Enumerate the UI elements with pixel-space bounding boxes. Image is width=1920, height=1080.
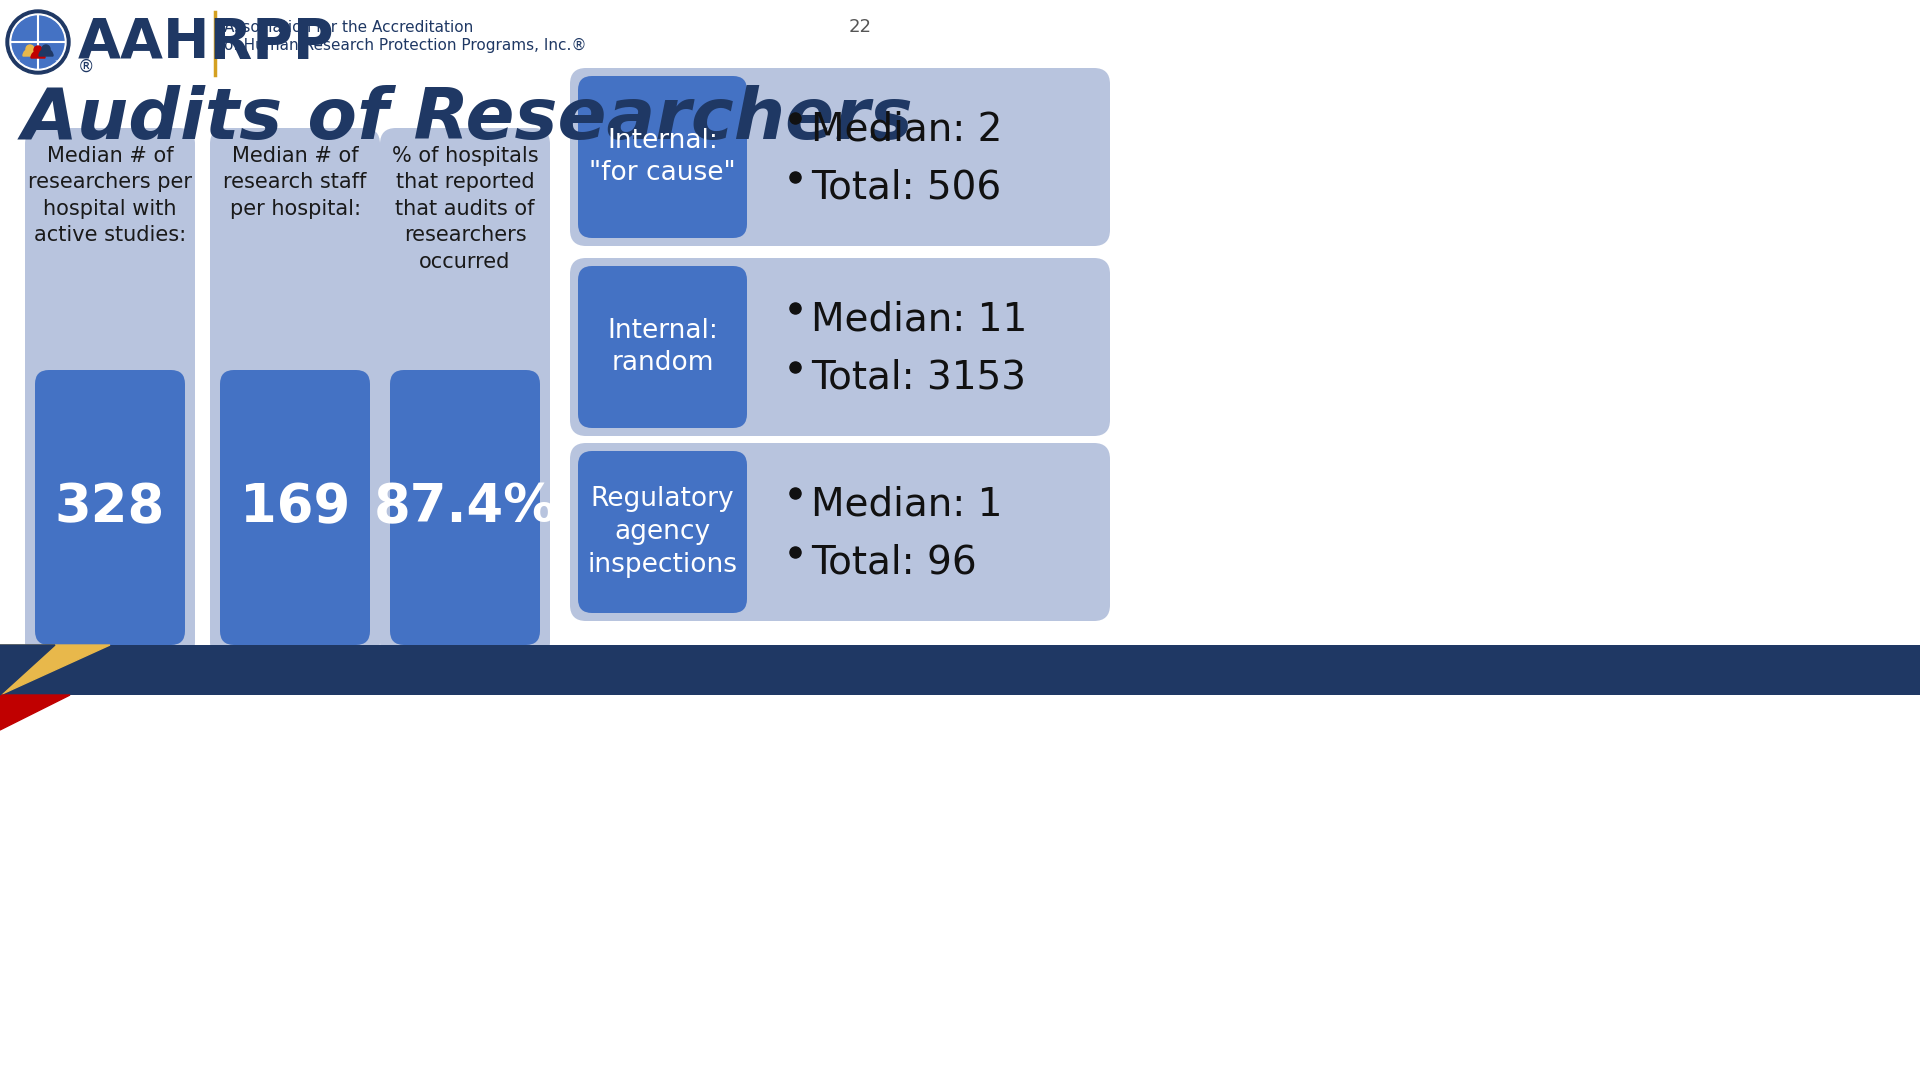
Text: Association for the Accreditation: Association for the Accreditation — [225, 21, 472, 35]
Text: Median # of
researchers per
hospital with
active studies:: Median # of researchers per hospital wit… — [29, 146, 192, 245]
Text: Median # of
research staff
per hospital:: Median # of research staff per hospital: — [223, 146, 367, 219]
Text: AAHRPP: AAHRPP — [79, 16, 334, 70]
Text: 328: 328 — [56, 482, 165, 534]
Circle shape — [6, 10, 69, 75]
FancyBboxPatch shape — [390, 370, 540, 645]
Text: 22: 22 — [849, 18, 872, 36]
FancyBboxPatch shape — [35, 370, 184, 645]
Text: Median: 1: Median: 1 — [810, 485, 1002, 523]
FancyBboxPatch shape — [570, 258, 1110, 436]
Text: Internal:
random: Internal: random — [607, 318, 718, 377]
FancyBboxPatch shape — [221, 370, 371, 645]
Text: Median: 11: Median: 11 — [810, 300, 1027, 338]
FancyBboxPatch shape — [570, 68, 1110, 246]
Wedge shape — [31, 51, 44, 58]
FancyBboxPatch shape — [209, 129, 380, 658]
Text: Regulatory
agency
inspections: Regulatory agency inspections — [588, 486, 737, 578]
Polygon shape — [0, 645, 109, 696]
Text: Total: 3153: Total: 3153 — [810, 359, 1025, 396]
Polygon shape — [0, 645, 56, 696]
Polygon shape — [0, 696, 69, 730]
Text: Total: 506: Total: 506 — [810, 168, 1000, 206]
Circle shape — [42, 45, 50, 53]
Text: 87.4%: 87.4% — [374, 482, 557, 534]
Text: ®: ® — [79, 58, 94, 76]
Circle shape — [27, 45, 35, 53]
Text: % of hospitals
that reported
that audits of
researchers
occurred: % of hospitals that reported that audits… — [392, 146, 538, 271]
FancyBboxPatch shape — [578, 76, 747, 238]
FancyBboxPatch shape — [380, 129, 549, 658]
Text: of Human Research Protection Programs, Inc.®: of Human Research Protection Programs, I… — [225, 38, 588, 53]
FancyBboxPatch shape — [578, 266, 747, 428]
Text: Total: 96: Total: 96 — [810, 544, 977, 582]
Circle shape — [10, 14, 65, 70]
Text: Internal:
"for cause": Internal: "for cause" — [589, 127, 735, 187]
Circle shape — [35, 46, 42, 54]
FancyBboxPatch shape — [578, 451, 747, 613]
Text: 169: 169 — [240, 482, 349, 534]
Circle shape — [12, 16, 63, 68]
FancyBboxPatch shape — [570, 443, 1110, 621]
Text: Median: 2: Median: 2 — [810, 110, 1002, 148]
Wedge shape — [38, 49, 54, 56]
FancyBboxPatch shape — [25, 129, 196, 658]
FancyBboxPatch shape — [0, 645, 1920, 696]
Wedge shape — [23, 49, 36, 56]
Text: Audits of Researchers: Audits of Researchers — [21, 85, 914, 154]
